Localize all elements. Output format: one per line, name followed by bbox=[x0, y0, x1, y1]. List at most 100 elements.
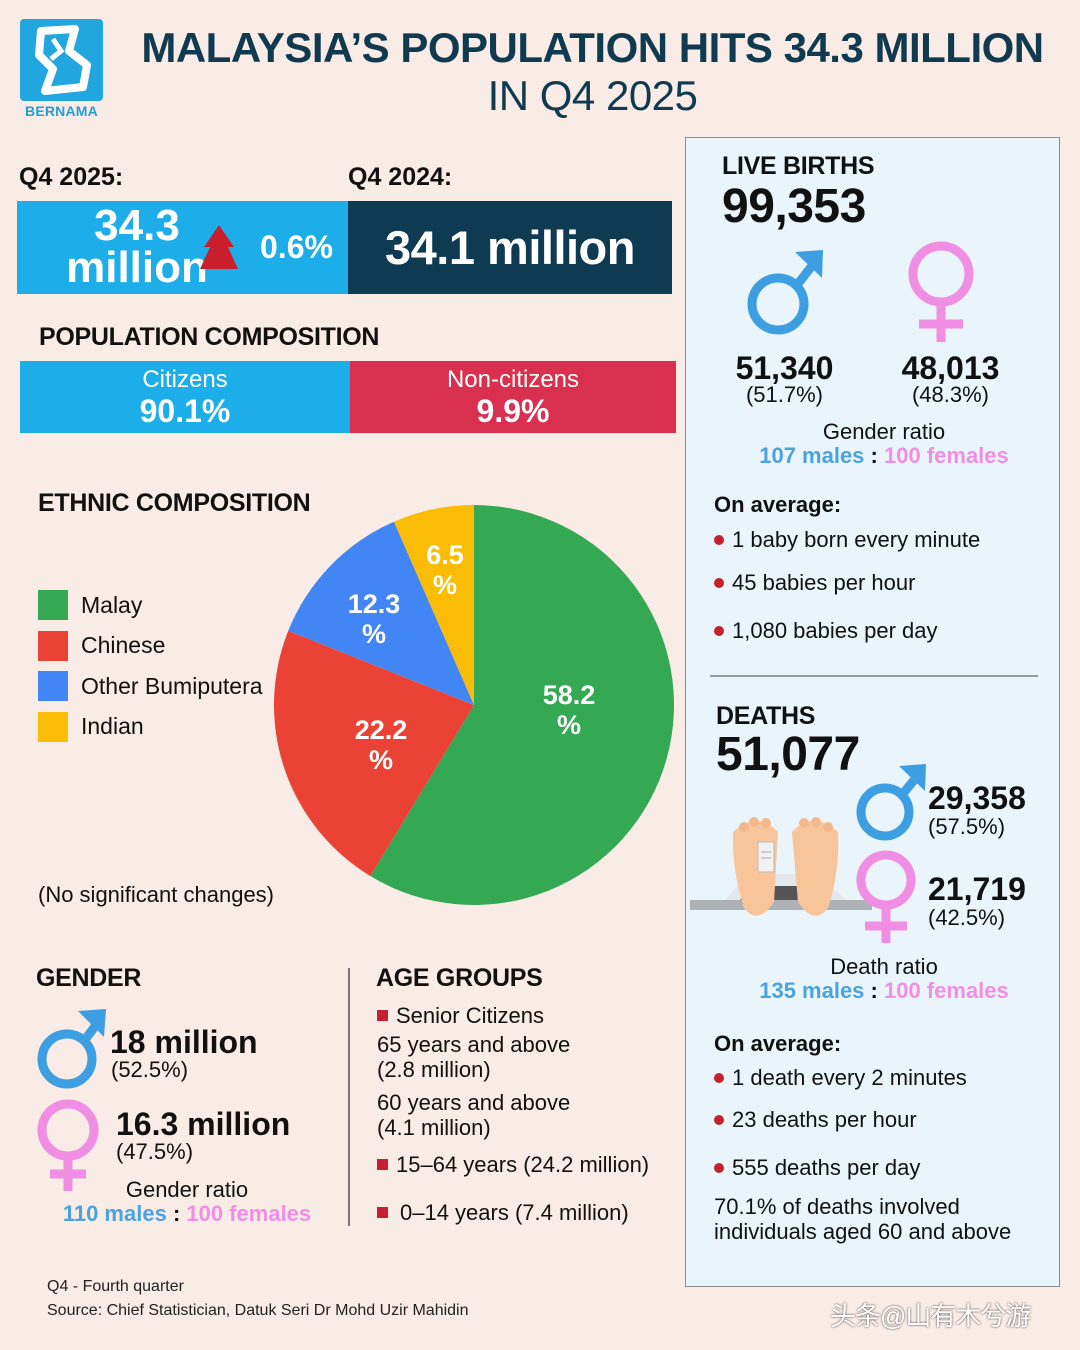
bullet-dot bbox=[714, 626, 724, 636]
deaths-female-value: 21,719 bbox=[928, 871, 1026, 907]
page-title: MALAYSIA’S POPULATION HITS 34.3 MILLION … bbox=[120, 24, 1065, 120]
births-average-title: On average: bbox=[714, 492, 842, 517]
ethnic-legend: Malay Chinese Other Bumiputera Indian bbox=[38, 585, 263, 747]
list-item: 555 deaths per day bbox=[714, 1154, 967, 1182]
ratio-females: 100 females bbox=[884, 978, 1009, 1003]
pie-slice-other-bumiputera bbox=[288, 521, 474, 705]
ratio-females: 100 females bbox=[884, 443, 1009, 468]
bullet-dot bbox=[714, 1115, 724, 1125]
male-population: 18 million bbox=[110, 1024, 258, 1060]
deaths-female-pct: (42.5%) bbox=[928, 905, 1006, 930]
other-bumiputera-swatch bbox=[38, 671, 68, 702]
live-births-title: LIVE BIRTHS bbox=[722, 152, 875, 180]
male-population-pct: (52.5%) bbox=[111, 1057, 189, 1082]
pie-slice-indian bbox=[393, 505, 474, 705]
malay-slice-label: 58.2% bbox=[543, 680, 596, 740]
pie-slice-chinese bbox=[274, 630, 474, 877]
male-symbol-icon bbox=[747, 250, 823, 335]
legend-item-malay: Malay bbox=[38, 585, 263, 626]
legend-item-other-bumiputera: Other Bumiputera bbox=[38, 666, 263, 707]
ratio-males: 107 males bbox=[759, 443, 865, 468]
male-symbol-icon bbox=[856, 764, 926, 841]
non-citizens-label: Non-citizens bbox=[446, 366, 580, 393]
bernama-logo: BERNAMA bbox=[20, 19, 103, 119]
ratio-males: 110 males bbox=[62, 1201, 167, 1226]
bullet-dot bbox=[714, 578, 724, 588]
ethnic-title: ETHNIC COMPOSITION bbox=[38, 489, 311, 517]
previous-population-box: 34.1 million bbox=[348, 201, 672, 294]
births-male-value: 51,340 bbox=[735, 350, 834, 386]
b-logo-icon bbox=[34, 25, 91, 95]
list-item: 23 deaths per hour bbox=[714, 1106, 967, 1134]
age-item-senior: Senior Citizens bbox=[377, 1000, 649, 1030]
legend-item-chinese: Chinese bbox=[38, 626, 263, 667]
age-item-young: 0–14 years (7.4 million) bbox=[377, 1198, 649, 1226]
current-population-number: 34.3 bbox=[94, 201, 180, 250]
list-item: 45 babies per hour bbox=[714, 569, 980, 597]
age-groups-list: Senior Citizens 65 years and above (2.8 … bbox=[377, 1000, 649, 1226]
increase-arrow-icon bbox=[200, 225, 238, 269]
current-population-unit: million bbox=[66, 243, 208, 292]
footnote-q4: Q4 - Fourth quarter bbox=[47, 1278, 184, 1295]
non-citizens-segment: Non-citizens 9.9% bbox=[350, 361, 676, 433]
toe-tag-feet-icon bbox=[690, 817, 872, 916]
logo-text: BERNAMA bbox=[25, 103, 98, 119]
list-item: 1 baby born every minute bbox=[714, 526, 980, 554]
non-citizens-value: 9.9% bbox=[476, 393, 550, 429]
citizens-value: 90.1% bbox=[139, 393, 231, 429]
deaths-male-pct: (57.5%) bbox=[928, 814, 1006, 839]
female-symbol-icon bbox=[908, 241, 974, 342]
births-average-list: 1 baby born every minute 45 babies per h… bbox=[714, 526, 980, 645]
age-senior-60-value: (4.1 million) bbox=[377, 1115, 491, 1140]
previous-quarter-label: Q4 2024: bbox=[348, 163, 453, 191]
indian-slice-label: 6.5% bbox=[426, 540, 464, 600]
ratio-females: 100 females bbox=[186, 1201, 312, 1226]
bullet-dot bbox=[714, 1163, 724, 1173]
female-symbol-icon bbox=[37, 1099, 99, 1191]
female-population: 16.3 million bbox=[116, 1106, 291, 1142]
deaths-male-value: 29,358 bbox=[928, 780, 1026, 816]
legend-label: Chinese bbox=[81, 632, 166, 659]
logo-mark bbox=[20, 19, 103, 101]
death-ratio-title: Death ratio bbox=[830, 954, 938, 979]
gender-ratio-title: Gender ratio bbox=[125, 1177, 249, 1202]
deaths-title: DEATHS bbox=[716, 702, 816, 730]
current-population-box: 34.3 million 0.6% bbox=[17, 201, 348, 294]
current-quarter-label: Q4 2025: bbox=[19, 163, 124, 191]
births-female-pct: (48.3%) bbox=[911, 382, 990, 407]
list-item: 1,080 babies per day bbox=[714, 617, 980, 645]
births-male-pct: (51.7%) bbox=[745, 382, 824, 407]
death-ratio: 135 males : 100 females bbox=[700, 978, 1068, 1004]
chinese-slice-label: 22.2% bbox=[355, 715, 408, 775]
elderly-deaths-note: 70.1% of deaths involved individuals age… bbox=[714, 1194, 1012, 1244]
title-line-1: MALAYSIA’S POPULATION HITS 34.3 MILLION bbox=[141, 24, 1044, 71]
indian-swatch bbox=[38, 711, 68, 742]
deaths-total: 51,077 bbox=[716, 728, 860, 781]
bullet-dot bbox=[714, 1073, 724, 1083]
chinese-swatch bbox=[38, 630, 68, 661]
pie-slices bbox=[274, 505, 674, 905]
deaths-average-list: 1 death every 2 minutes 23 deaths per ho… bbox=[714, 1064, 967, 1182]
other-bumiputera-slice-label: 12.3% bbox=[348, 589, 401, 649]
citizens-label: Citizens bbox=[142, 366, 228, 393]
bullet-square bbox=[377, 1158, 388, 1170]
composition-title: POPULATION COMPOSITION bbox=[39, 323, 380, 351]
gender-title: GENDER bbox=[36, 964, 142, 992]
section-divider bbox=[348, 968, 350, 1226]
ethnic-pie-chart: 58.2% 22.2% 12.3% 6.5% bbox=[274, 505, 674, 905]
legend-label: Malay bbox=[81, 591, 143, 618]
previous-population-value: 34.1 million bbox=[385, 221, 635, 274]
legend-label: Indian bbox=[81, 713, 144, 740]
births-female-value: 48,013 bbox=[901, 350, 1000, 386]
age-groups-title: AGE GROUPS bbox=[376, 964, 543, 992]
legend-item-indian: Indian bbox=[38, 707, 263, 748]
births-gender-ratio: 107 males : 100 females bbox=[700, 443, 1068, 469]
female-population-pct: (47.5%) bbox=[116, 1139, 194, 1164]
composition-bar: Citizens 90.1% Non-citizens 9.9% bbox=[20, 361, 676, 433]
ratio-separator: : bbox=[870, 978, 878, 1003]
legend-label: Other Bumiputera bbox=[81, 672, 263, 699]
citizens-segment: Citizens 90.1% bbox=[20, 361, 350, 433]
female-symbol-icon bbox=[856, 850, 916, 943]
population-change: 0.6% bbox=[260, 229, 333, 265]
source-note: Source: Chief Statistician, Datuk Seri D… bbox=[47, 1302, 469, 1319]
